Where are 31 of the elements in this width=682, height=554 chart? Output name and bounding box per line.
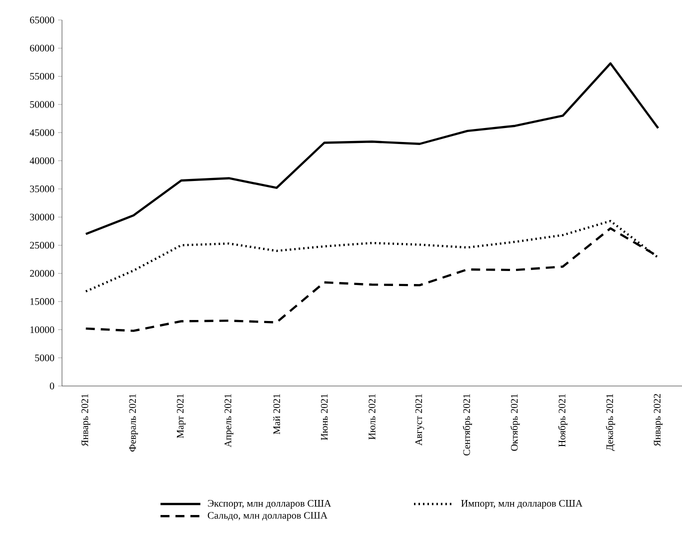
y-tick-label: 20000: [30, 270, 54, 277]
y-tick-label: 25000: [30, 242, 54, 249]
y-tick-label: 60000: [30, 44, 54, 52]
y-tick-label: 30000: [30, 214, 54, 220]
x-tick-label: Октябрь 2021: [510, 394, 520, 451]
y-tick-label: 10000: [30, 326, 54, 334]
x-tick-label: Май 2021: [273, 394, 280, 434]
y-tick-label: 55000: [30, 72, 54, 80]
legend-label: Экспорт, млн долларов США: [208, 500, 332, 509]
x-tick-label: Январь 2021: [81, 394, 90, 446]
x-tick-label: Июль 2021: [368, 394, 376, 440]
x-tick-label: Апрель 2021: [224, 394, 234, 448]
y-tick-label: 65000: [30, 16, 54, 24]
y-tick-label: 5000: [35, 354, 54, 362]
x-tick-label: Август 2021: [415, 394, 424, 446]
line-series: [84, 62, 660, 236]
x-tick-label: Февраль 2021: [129, 394, 138, 452]
x-tick-label: Ноябрь 2021: [558, 394, 568, 447]
y-tick-label: 40000: [30, 157, 54, 164]
x-tick-label: Сентябрь 2021: [462, 394, 472, 456]
y-tick-label: 0: [50, 382, 54, 390]
legend-label: Импорт, млн долларов США: [461, 500, 583, 509]
y-tick-label: 50000: [30, 101, 54, 108]
x-tick-label: Март 2021: [176, 394, 186, 438]
x-tick-label: Июнь 2021: [320, 394, 328, 440]
y-tick-label: 15000: [30, 298, 54, 305]
x-tick-label: Декабрь 2021: [606, 394, 616, 451]
x-tick-label: Январь 2022: [654, 394, 663, 446]
y-tick-label: 35000: [30, 186, 54, 192]
y-tick-label: 45000: [30, 129, 54, 136]
legend-label: Сальдо, млн долларов США: [208, 512, 328, 521]
